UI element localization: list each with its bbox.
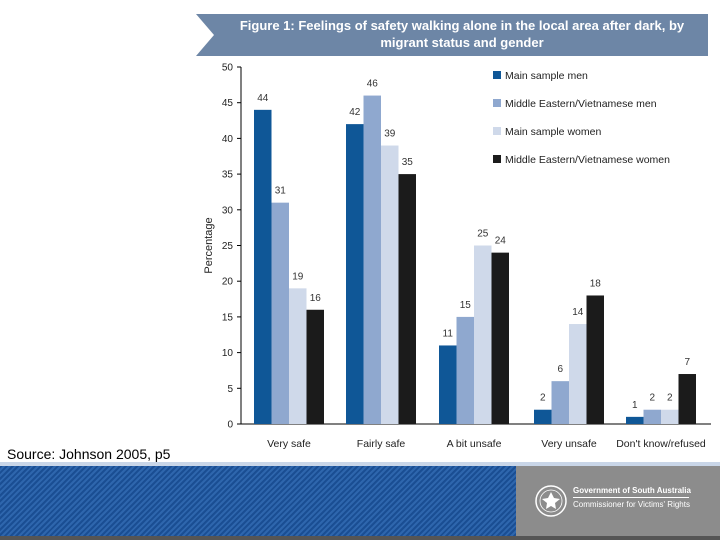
bar: [381, 145, 399, 424]
legend-label: Middle Eastern/Vietnamese women: [505, 154, 670, 166]
y-tick-label: 30: [222, 205, 234, 216]
data-label: 25: [477, 229, 489, 240]
data-label: 15: [460, 300, 472, 311]
y-tick-label: 0: [227, 420, 233, 431]
bar: [456, 316, 474, 424]
data-label: 35: [402, 157, 414, 168]
x-tick-label: Very safe: [267, 438, 311, 450]
legend-label: Middle Eastern/Vietnamese men: [505, 98, 657, 110]
data-label: 2: [540, 393, 546, 404]
title-arrow-shape: [196, 14, 214, 56]
x-tick-label: A bit unsafe: [447, 438, 502, 450]
data-label: 1: [632, 400, 638, 411]
legend-swatch: [493, 71, 501, 79]
legend-swatch: [493, 127, 501, 135]
legend-swatch: [493, 155, 501, 163]
y-tick-label: 35: [222, 170, 234, 181]
x-tick-label: Don't know/refused: [616, 438, 706, 450]
bar: [289, 288, 307, 424]
y-tick-label: 45: [222, 98, 234, 109]
bar: [551, 381, 569, 424]
data-label: 39: [384, 129, 396, 140]
y-tick-label: 20: [222, 277, 234, 288]
bar: [661, 409, 679, 424]
data-label: 2: [649, 393, 655, 404]
bar-chart: 05101520253035404550Percentage44311916Ve…: [203, 63, 711, 450]
data-label: 7: [684, 357, 690, 368]
data-label: 16: [310, 293, 322, 304]
data-label: 44: [257, 93, 269, 104]
data-label: 31: [275, 186, 287, 197]
source-citation: Source: Johnson 2005, p5: [7, 446, 171, 462]
bar: [491, 252, 509, 424]
bar: [569, 324, 587, 424]
legend-swatch: [493, 99, 501, 107]
y-axis-label: Percentage: [203, 217, 215, 273]
y-tick-label: 50: [222, 63, 234, 74]
y-tick-label: 5: [227, 384, 233, 395]
bar: [626, 416, 644, 424]
data-label: 2: [667, 393, 673, 404]
data-label: 6: [557, 364, 563, 375]
bar: [398, 174, 416, 424]
data-label: 14: [572, 307, 584, 318]
bar: [643, 409, 661, 424]
bar: [678, 374, 696, 424]
x-tick-label: Very unsafe: [541, 438, 597, 450]
y-tick-label: 25: [222, 241, 234, 252]
legend-label: Main sample women: [505, 126, 601, 138]
department-name: Commissioner for Victims' Rights: [573, 500, 690, 509]
y-tick-label: 10: [222, 348, 234, 359]
footer-highlight-line: [0, 462, 720, 466]
data-label: 24: [495, 236, 507, 247]
chart-title-bar: [196, 14, 708, 56]
bar: [363, 95, 381, 424]
government-crest-icon: [535, 485, 567, 517]
bar: [534, 409, 552, 424]
chart-title: Figure 1: Feelings of safety walking alo…: [239, 18, 685, 50]
data-label: 11: [443, 328, 454, 339]
data-label: 46: [367, 79, 379, 90]
y-tick-label: 40: [222, 134, 234, 145]
y-tick-label: 15: [222, 312, 234, 323]
bar: [586, 295, 604, 424]
x-tick-label: Fairly safe: [357, 438, 406, 450]
bar: [254, 109, 272, 424]
bar: [271, 202, 289, 424]
bottom-strip: [0, 536, 720, 540]
bar: [306, 309, 324, 424]
data-label: 42: [349, 107, 361, 118]
government-divider: [573, 497, 689, 498]
data-label: 18: [590, 278, 602, 289]
bar: [474, 245, 492, 424]
government-name: Government of South Australia: [573, 486, 691, 495]
bar: [346, 124, 364, 425]
legend-label: Main sample men: [505, 70, 588, 82]
data-label: 19: [292, 271, 304, 282]
bar: [439, 345, 457, 424]
